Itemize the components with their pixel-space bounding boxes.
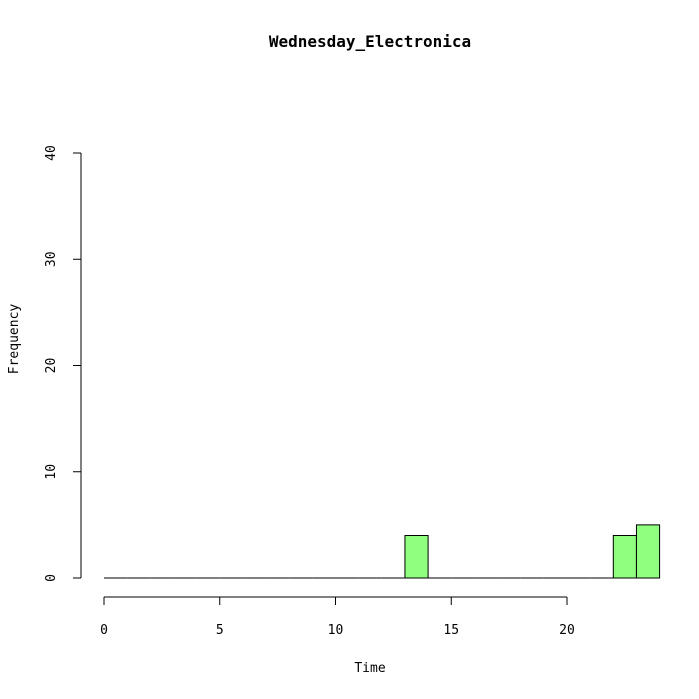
y-tick-label-0: 0	[44, 574, 59, 582]
y-axis-label: Frequency	[7, 304, 22, 375]
bars-group	[104, 524, 661, 579]
x-tick-label-0: 0	[100, 623, 108, 638]
histogram-bar-13	[404, 535, 429, 579]
y-axis: 0 10 20 30 40	[44, 145, 82, 582]
x-tick-label-10: 10	[328, 623, 344, 638]
x-axis-label: Time	[354, 661, 385, 676]
y-tick-label-30: 30	[44, 251, 59, 267]
y-tick-label-10: 10	[44, 464, 59, 480]
y-tick-label-40: 40	[44, 145, 59, 161]
x-tick-label-15: 15	[443, 623, 459, 638]
chart-title: Wednesday_Electronica	[269, 32, 471, 51]
x-tick-label-20: 20	[559, 623, 575, 638]
histogram-bar-23	[635, 524, 661, 579]
x-axis: 0 5 10 15 20	[100, 596, 575, 638]
histogram-bar-22	[612, 535, 637, 579]
x-tick-label-5: 5	[216, 623, 224, 638]
y-tick-label-20: 20	[44, 358, 59, 374]
